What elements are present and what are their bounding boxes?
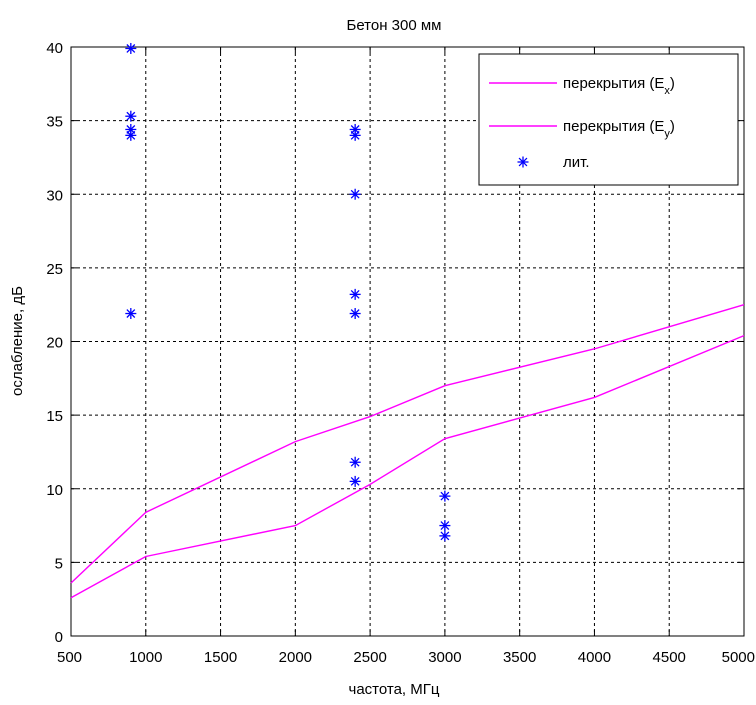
data-point: [125, 129, 137, 141]
y-tick-label: 35: [46, 114, 63, 131]
series-line-x: [70, 304, 745, 584]
legend-label: перекрытия (Ey): [563, 118, 675, 140]
data-point: [125, 308, 137, 320]
legend-marker-swatch: [517, 156, 529, 168]
y-tick-label: 20: [46, 335, 63, 352]
x-tick-label: 2000: [279, 649, 312, 666]
chart-title: Бетон 300 мм: [346, 17, 441, 34]
x-tick-label: 1500: [204, 649, 237, 666]
data-point: [439, 530, 451, 542]
data-point: [125, 42, 137, 54]
y-tick-label: 25: [46, 261, 63, 278]
x-tick-label: 3000: [428, 649, 461, 666]
axes-layer: 500 1000 1500 2000 2500 3000 3500 4000 4500 5000 0…: [46, 40, 755, 666]
legend: перекрытия (Ex) перекрытия (Ey) лит.: [478, 53, 739, 186]
legend-label: перекрытия (Ex): [563, 75, 675, 97]
x-tick-label: 5000: [722, 649, 755, 666]
y-tick-label: 40: [46, 40, 63, 57]
y-tick-label: 30: [46, 187, 63, 204]
series-line-y: [70, 334, 745, 599]
data-point: [349, 129, 361, 141]
legend-label: лит.: [563, 154, 590, 171]
x-tick-label: 4500: [653, 649, 686, 666]
data-point: [439, 520, 451, 532]
y-tick-label: 5: [55, 555, 63, 572]
x-tick-label: 1000: [129, 649, 162, 666]
y-axis-label: ослабление, дБ: [9, 286, 26, 396]
data-point: [349, 308, 361, 320]
data-point: [349, 456, 361, 468]
legend-entry: перекрытия (Ey): [489, 118, 675, 140]
data-point: [349, 288, 361, 300]
y-tick-label: 15: [46, 408, 63, 425]
data-point: [349, 188, 361, 200]
y-tick-label: 10: [46, 482, 63, 499]
legend-entry: перекрытия (Ex): [489, 75, 675, 97]
data-point: [349, 475, 361, 487]
y-tick-label: 0: [55, 629, 63, 646]
x-axis-label: частота, МГц: [349, 681, 440, 698]
x-tick-label: 3500: [503, 649, 536, 666]
data-point: [439, 490, 451, 502]
data-point: [125, 110, 137, 122]
legend-entry: лит.: [517, 154, 590, 171]
x-tick-label: 2500: [353, 649, 386, 666]
x-tick-label: 500: [57, 649, 82, 666]
series-layer: [70, 42, 745, 599]
x-tick-label: 4000: [578, 649, 611, 666]
